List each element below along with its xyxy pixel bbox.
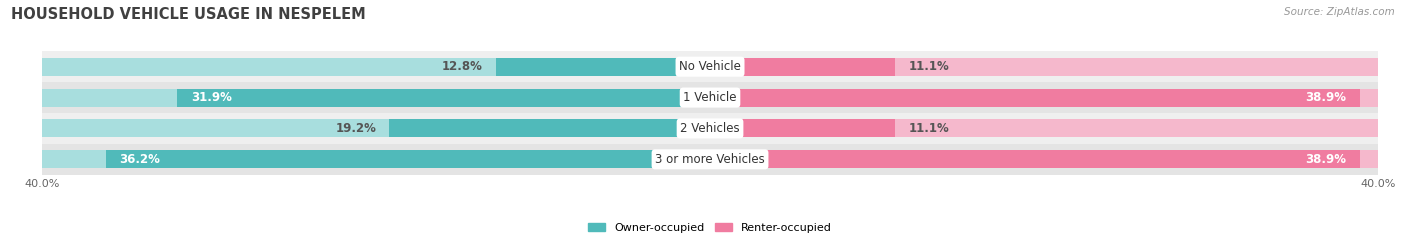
Bar [42, 144, 1378, 175]
Bar [42, 58, 710, 76]
Text: 1 Vehicle: 1 Vehicle [683, 91, 737, 104]
Text: 12.8%: 12.8% [441, 60, 482, 73]
Bar [710, 120, 896, 137]
Bar [710, 150, 1360, 168]
Bar [710, 89, 1378, 106]
Bar [42, 120, 710, 137]
Text: 3 or more Vehicles: 3 or more Vehicles [655, 153, 765, 166]
Text: 38.9%: 38.9% [1305, 153, 1346, 166]
Bar [710, 58, 896, 76]
Bar [710, 120, 1378, 137]
Bar [710, 150, 1378, 168]
Text: 31.9%: 31.9% [191, 91, 232, 104]
Bar [496, 58, 710, 76]
Bar [42, 113, 1378, 144]
Text: 19.2%: 19.2% [335, 122, 375, 135]
Text: 11.1%: 11.1% [908, 122, 949, 135]
Text: 11.1%: 11.1% [908, 60, 949, 73]
Text: 38.9%: 38.9% [1305, 91, 1346, 104]
Bar [389, 120, 710, 137]
Bar [42, 51, 1378, 82]
Text: 2 Vehicles: 2 Vehicles [681, 122, 740, 135]
Text: Source: ZipAtlas.com: Source: ZipAtlas.com [1284, 7, 1395, 17]
Text: HOUSEHOLD VEHICLE USAGE IN NESPELEM: HOUSEHOLD VEHICLE USAGE IN NESPELEM [11, 7, 366, 22]
Bar [105, 150, 710, 168]
Bar [177, 89, 710, 106]
Text: 36.2%: 36.2% [120, 153, 160, 166]
Bar [42, 82, 1378, 113]
Legend: Owner-occupied, Renter-occupied: Owner-occupied, Renter-occupied [583, 218, 837, 233]
Bar [710, 58, 1378, 76]
Bar [42, 89, 710, 106]
Text: No Vehicle: No Vehicle [679, 60, 741, 73]
Bar [42, 150, 710, 168]
Bar [710, 89, 1360, 106]
